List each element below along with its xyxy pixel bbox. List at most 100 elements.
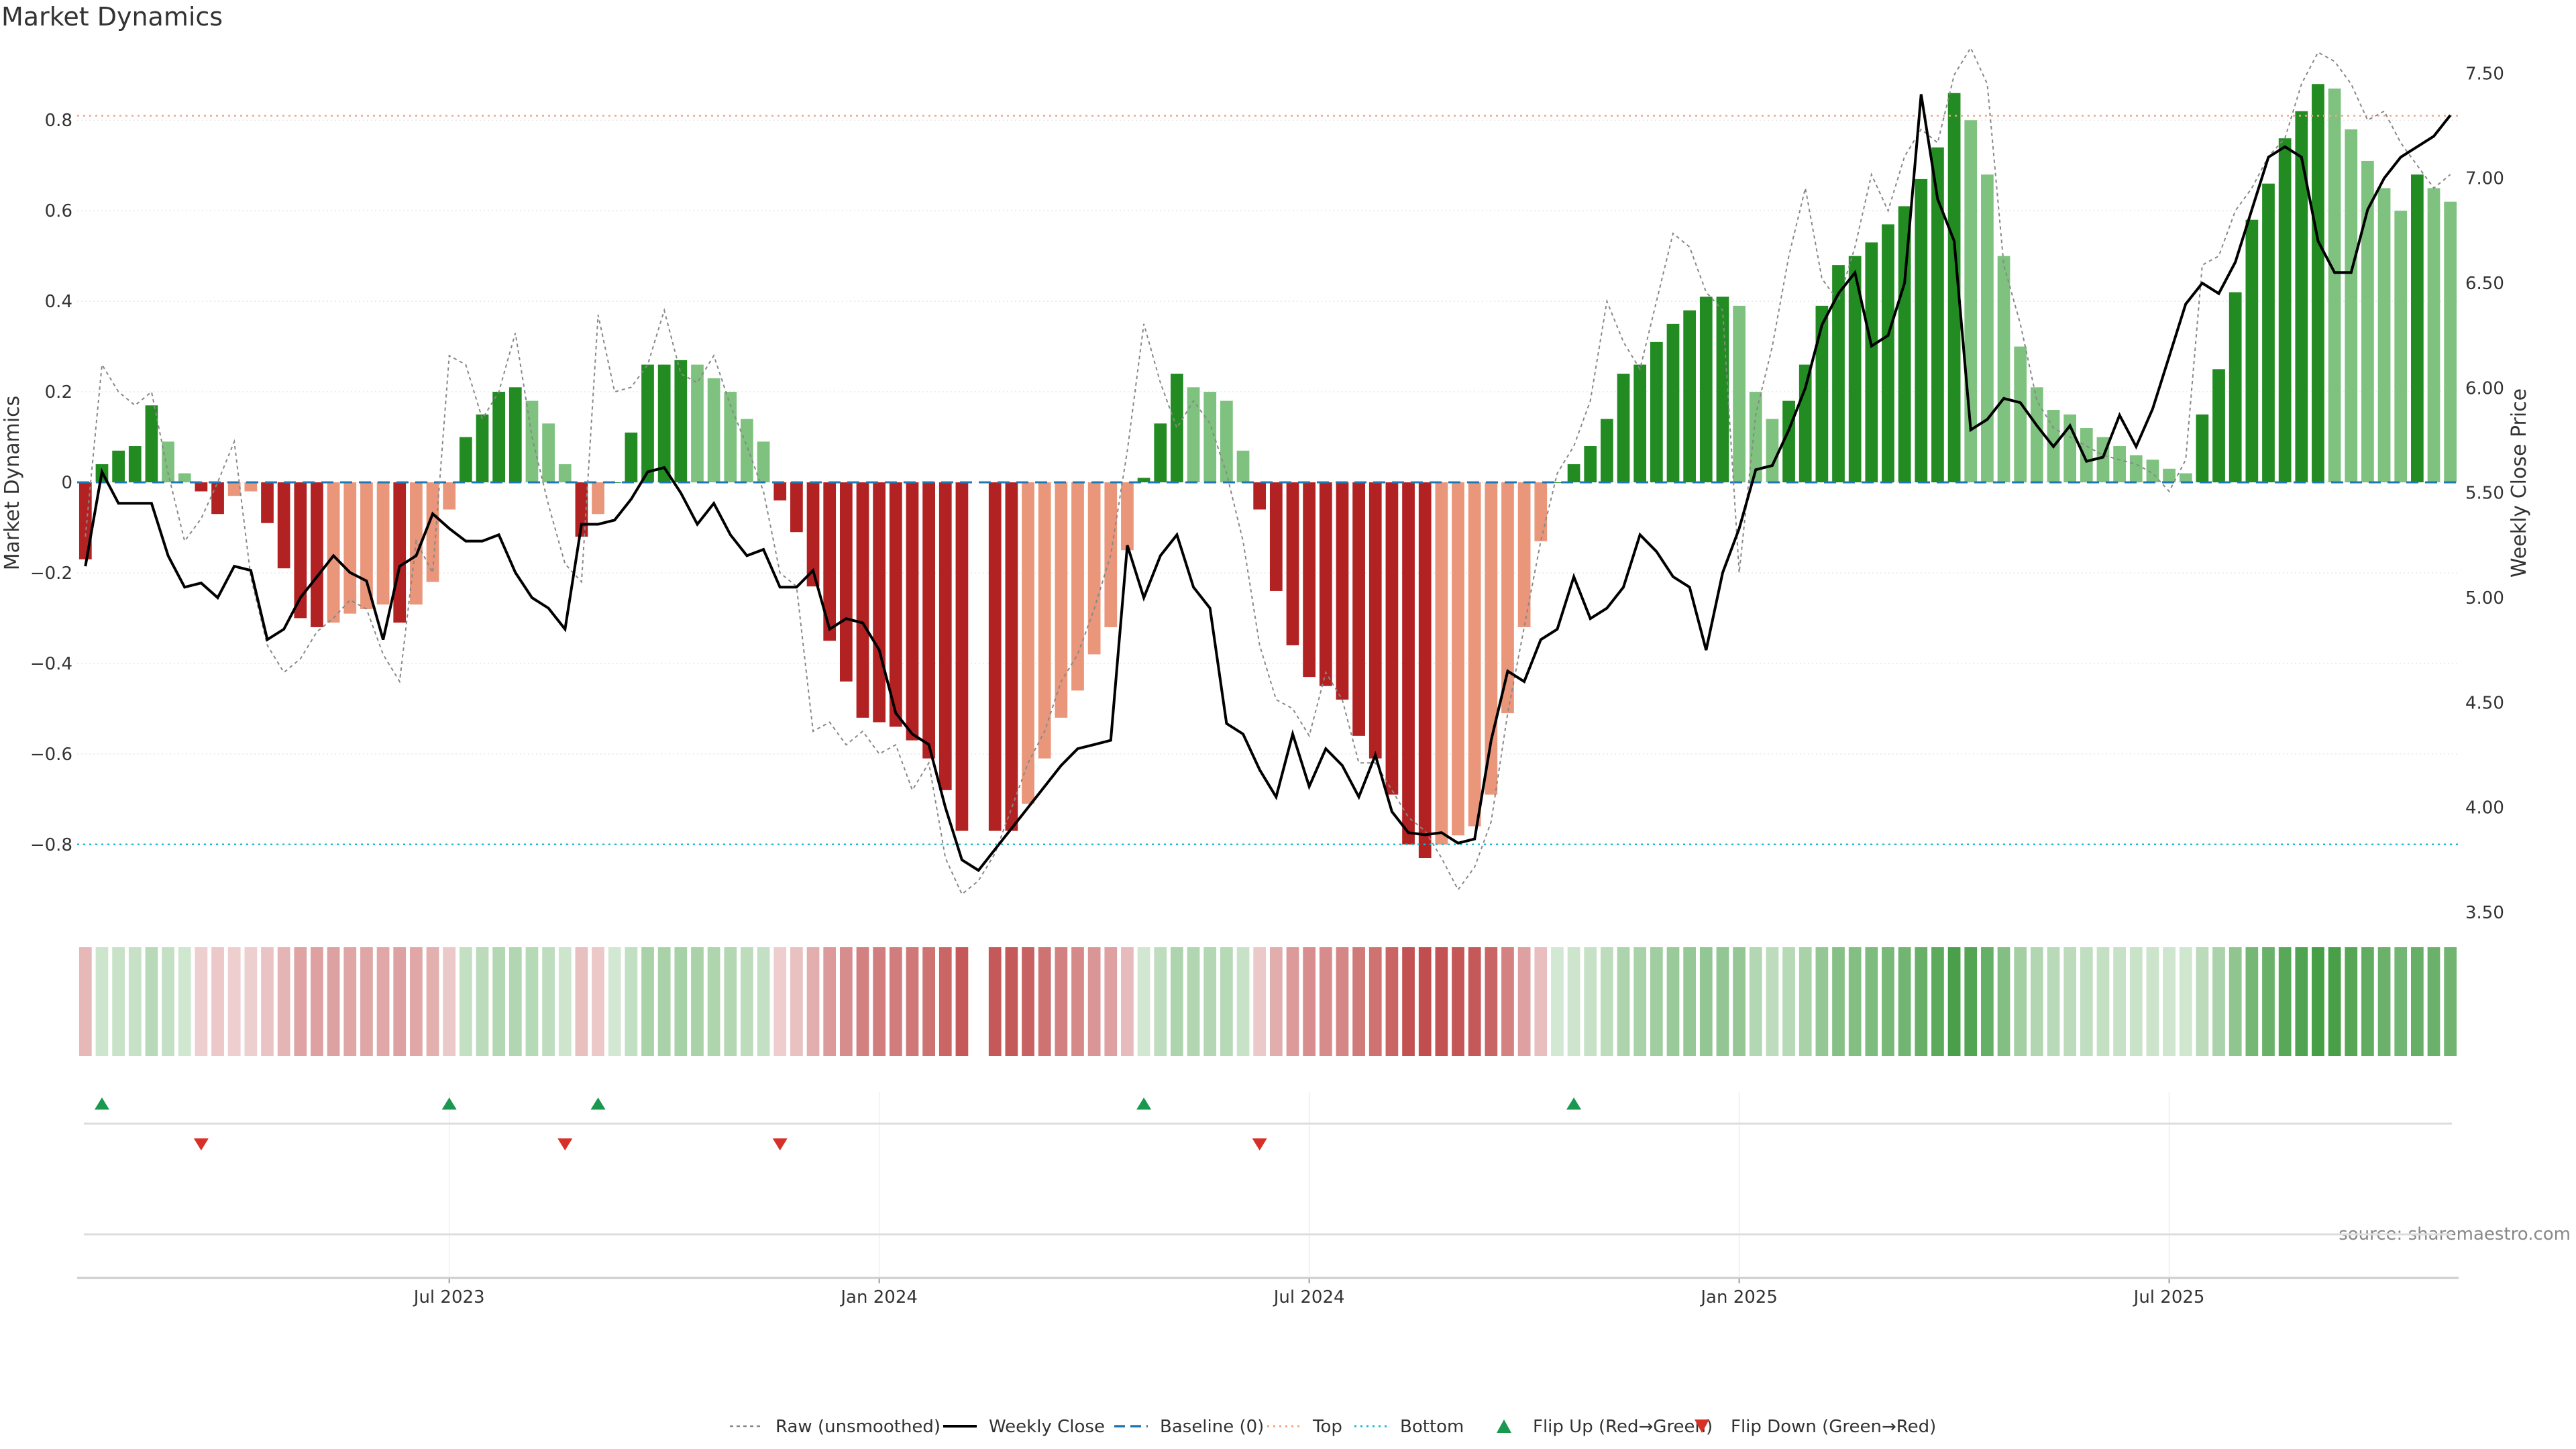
heat-cell	[508, 947, 522, 1056]
dynamics-bar	[2444, 201, 2457, 482]
left-tick-label: 0.4	[45, 292, 72, 312]
heat-cell	[2047, 947, 2060, 1056]
dynamics-bar	[443, 482, 456, 510]
dynamics-bar	[277, 482, 290, 569]
heat-cell	[2312, 947, 2324, 1056]
heat-cell	[2080, 947, 2093, 1056]
dynamics-bar	[2212, 369, 2225, 482]
dynamics-bar	[657, 364, 671, 482]
dynamics-bar	[1452, 482, 1464, 836]
dynamics-bar	[2163, 468, 2176, 482]
flip-markers	[77, 1092, 2459, 1279]
heat-cell	[360, 947, 373, 1056]
dynamics-bar	[1749, 392, 1762, 482]
dynamics-bar	[839, 482, 853, 682]
right-tick-label: 4.00	[2465, 798, 2504, 818]
heat-cell	[1947, 947, 1961, 1056]
heat-cell	[2163, 947, 2176, 1056]
heat-cell	[211, 947, 224, 1056]
x-tick-label: Jan 2025	[1699, 1287, 1778, 1307]
dynamics-bar	[2129, 455, 2143, 482]
right-tick-label: 7.50	[2465, 64, 2504, 84]
heat-cell	[2212, 947, 2225, 1056]
dynamics-bar	[1087, 482, 1101, 655]
legend-item: Weekly Close	[943, 1417, 1105, 1437]
right-tick-label: 6.50	[2465, 274, 2504, 294]
dynamics-bar	[823, 482, 837, 641]
dynamics-bar	[327, 482, 340, 623]
heat-cell	[1336, 947, 1349, 1056]
heat-cell	[1964, 947, 1978, 1056]
heat-cell	[1171, 947, 1183, 1056]
dynamics-bar	[2179, 473, 2192, 482]
axes-layer: 0.8 0.6 0.4 0.2 0 −0.2 −0.4 −0.6 −0.8 7.50 7.00 6.5…	[30, 64, 2504, 1307]
dynamics-bar	[1865, 242, 1878, 482]
dynamics-bar	[724, 392, 737, 482]
dynamics-bar	[1633, 364, 1647, 482]
heat-cell	[1435, 947, 1448, 1056]
dynamics-bar	[1551, 482, 1564, 483]
heat-cell	[1584, 947, 1597, 1056]
heat-cell	[145, 947, 158, 1056]
left-tick-label: −0.6	[30, 745, 72, 765]
x-tick-label: Jan 2024	[839, 1287, 918, 1307]
dynamics-bar	[542, 423, 555, 482]
heat-cell	[1832, 947, 1845, 1056]
heat-cell	[724, 947, 737, 1056]
dynamics-bar	[558, 464, 572, 482]
heat-cell	[823, 947, 837, 1056]
dynamics-bar	[773, 482, 787, 500]
heat-cell	[1517, 947, 1531, 1056]
legend-item: Bottom	[1354, 1417, 1464, 1437]
dynamics-bar	[1385, 482, 1399, 795]
right-tick-label: 3.50	[2465, 903, 2504, 923]
heat-cell	[2113, 947, 2126, 1056]
heat-cell	[790, 947, 803, 1056]
left-tick-label: −0.2	[30, 564, 72, 584]
heat-cell	[625, 947, 638, 1056]
heat-cell	[1650, 947, 1663, 1056]
heat-cell	[376, 947, 390, 1056]
heat-cell	[1915, 947, 1928, 1056]
heat-cell	[889, 947, 902, 1056]
heat-cell	[2444, 947, 2457, 1056]
heat-cell	[873, 947, 886, 1056]
x-tick-label: Jul 2025	[2133, 1287, 2205, 1307]
flip-up-marker	[1566, 1097, 1582, 1110]
heat-cell	[1733, 947, 1746, 1056]
heat-cell	[1269, 947, 1283, 1056]
heat-cell	[112, 947, 125, 1056]
heat-cell	[2262, 947, 2275, 1056]
heat-strip	[78, 947, 2457, 1056]
dynamics-bar	[128, 446, 142, 482]
dynamics-bar	[1203, 392, 1217, 482]
heat-cell	[525, 947, 539, 1056]
heat-cell	[657, 947, 671, 1056]
dynamics-bar	[2377, 188, 2391, 482]
heat-cell	[2377, 947, 2391, 1056]
dynamics-bar	[1104, 482, 1118, 627]
heat-cell	[839, 947, 853, 1056]
heat-cell	[1220, 947, 1233, 1056]
legend-label: Baseline (0)	[1160, 1417, 1264, 1437]
dynamics-bar	[757, 441, 770, 482]
left-tick-label: 0.8	[45, 111, 72, 131]
dynamics-bar	[922, 482, 935, 759]
dynamics-bar	[2345, 129, 2358, 482]
x-tick-label: Jul 2024	[1273, 1287, 1345, 1307]
dynamics-bar	[1154, 423, 1167, 482]
dynamics-bar	[244, 482, 258, 492]
dynamics-bar	[1666, 323, 1680, 482]
dynamics-bar	[1848, 256, 1862, 482]
dynamics-bar	[1567, 464, 1580, 482]
dynamics-bar	[211, 482, 224, 515]
legend-label: Top	[1312, 1417, 1342, 1437]
dynamics-bar	[294, 482, 307, 619]
legend-item: Top	[1267, 1417, 1342, 1437]
heat-cell	[78, 947, 92, 1056]
heat-cell	[856, 947, 869, 1056]
dynamics-bar	[707, 378, 720, 482]
heat-cell	[1187, 947, 1200, 1056]
heat-cell	[1633, 947, 1647, 1056]
heat-cell	[2179, 947, 2192, 1056]
